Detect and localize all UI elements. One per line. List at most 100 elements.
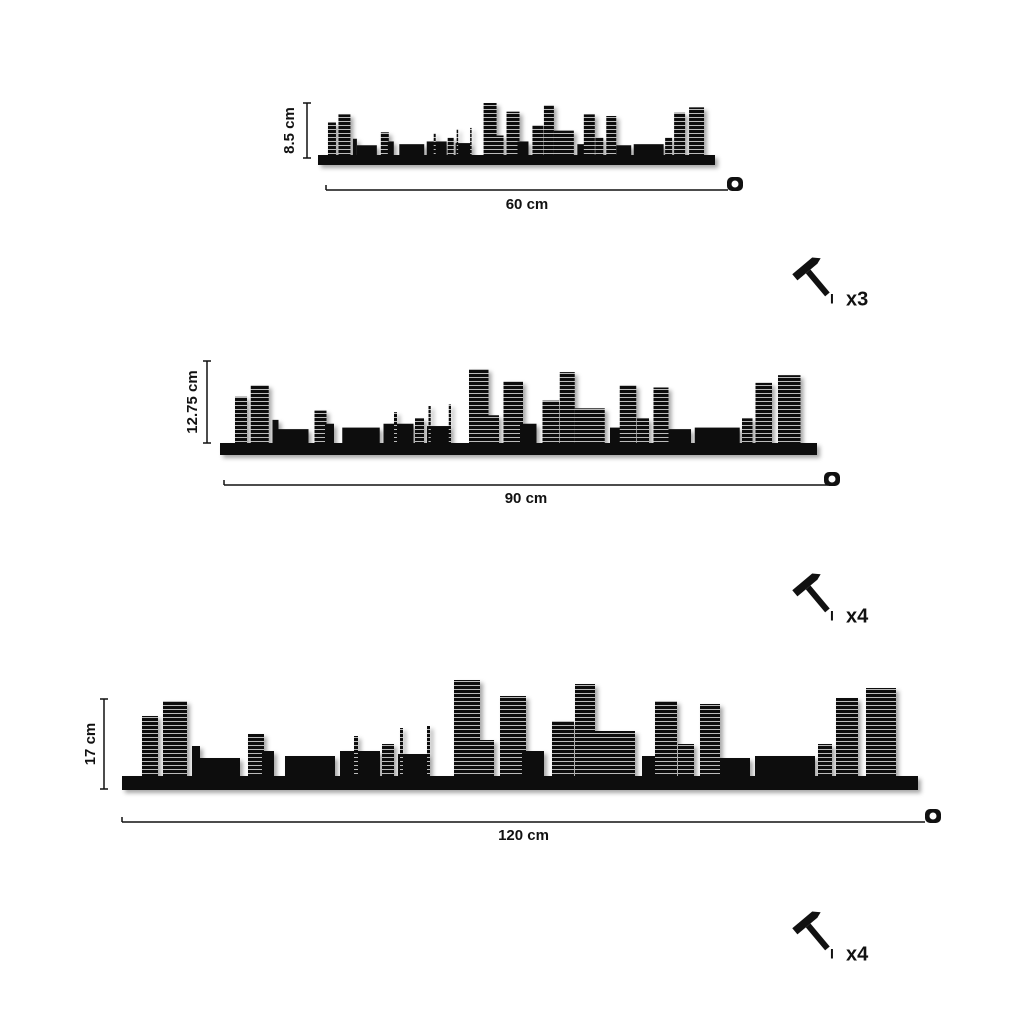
building: [476, 740, 494, 776]
base-plate: [220, 443, 817, 455]
building: [448, 404, 451, 443]
building: [456, 129, 459, 155]
building: [387, 141, 394, 155]
building: [415, 418, 424, 443]
building: [689, 107, 705, 155]
building: [272, 419, 279, 443]
building: [447, 137, 454, 155]
building: [262, 751, 274, 776]
building: [818, 744, 832, 776]
building: [483, 103, 497, 155]
building: [470, 127, 472, 155]
width-label: 60 cm: [506, 196, 549, 213]
building: [720, 758, 750, 776]
building: [285, 756, 335, 776]
skyline: [318, 103, 715, 165]
building: [427, 426, 450, 443]
building: [595, 137, 604, 155]
height-label: 17 cm: [82, 723, 99, 766]
building: [354, 736, 358, 776]
hammer-handle: [805, 585, 830, 613]
building: [595, 731, 635, 776]
building: [553, 130, 574, 155]
building: [325, 423, 334, 443]
building: [455, 143, 471, 155]
building: [278, 429, 309, 443]
base-plate: [318, 155, 715, 165]
height-label: 12.75 cm: [184, 370, 201, 433]
building: [485, 415, 499, 443]
width-label: 90 cm: [505, 490, 548, 507]
building: [755, 756, 815, 776]
building: [532, 125, 544, 155]
building: [755, 382, 772, 443]
building: [778, 375, 801, 443]
nail-count: x4: [846, 605, 869, 627]
building: [616, 145, 632, 155]
skyline: [220, 369, 817, 455]
building: [674, 112, 686, 155]
nail-icon: I: [830, 946, 834, 962]
building: [356, 145, 377, 155]
building: [506, 111, 520, 155]
height-label: 8.5 cm: [281, 107, 298, 154]
building: [522, 751, 544, 776]
base-plate: [122, 776, 918, 790]
building: [694, 427, 740, 443]
building: [426, 141, 447, 155]
building: [200, 758, 240, 776]
building: [142, 716, 158, 776]
building: [559, 372, 575, 443]
building: [742, 418, 753, 443]
building: [428, 406, 431, 443]
building: [380, 132, 389, 155]
building: [574, 408, 605, 443]
building: [394, 412, 397, 443]
building: [583, 114, 595, 155]
building: [383, 423, 414, 443]
building: [314, 410, 327, 443]
building: [577, 144, 585, 155]
building: [400, 728, 403, 776]
building: [327, 122, 336, 155]
building: [503, 381, 523, 443]
building: [552, 721, 574, 776]
building: [454, 680, 480, 776]
hammer-head: [792, 911, 821, 935]
building: [575, 684, 595, 776]
building: [494, 135, 504, 155]
building: [469, 369, 489, 443]
hammer-head: [792, 257, 821, 281]
tape-icon-center: [731, 180, 739, 188]
building: [192, 746, 200, 776]
building: [235, 396, 247, 443]
building: [653, 387, 669, 443]
building: [433, 133, 436, 155]
building: [399, 144, 425, 155]
hammer-handle: [805, 269, 830, 297]
building: [610, 427, 621, 443]
building: [655, 701, 677, 776]
tape-icon-center: [929, 812, 937, 820]
width-label: 120 cm: [498, 827, 549, 844]
building: [517, 141, 529, 155]
building: [633, 144, 664, 155]
building: [637, 418, 649, 443]
building: [543, 105, 554, 155]
building: [427, 726, 430, 776]
hammer-head: [792, 573, 821, 597]
building: [866, 688, 896, 776]
building: [542, 400, 559, 443]
hammer-icon: [792, 257, 830, 297]
building: [163, 701, 187, 776]
building: [836, 698, 858, 776]
hammer-icon: [792, 573, 830, 613]
building: [398, 754, 428, 776]
building: [668, 429, 691, 443]
building: [700, 704, 720, 776]
nail-count: x4: [846, 943, 869, 965]
building: [250, 385, 269, 443]
building: [352, 138, 357, 155]
building: [338, 114, 351, 155]
nail-icon: I: [830, 291, 834, 307]
